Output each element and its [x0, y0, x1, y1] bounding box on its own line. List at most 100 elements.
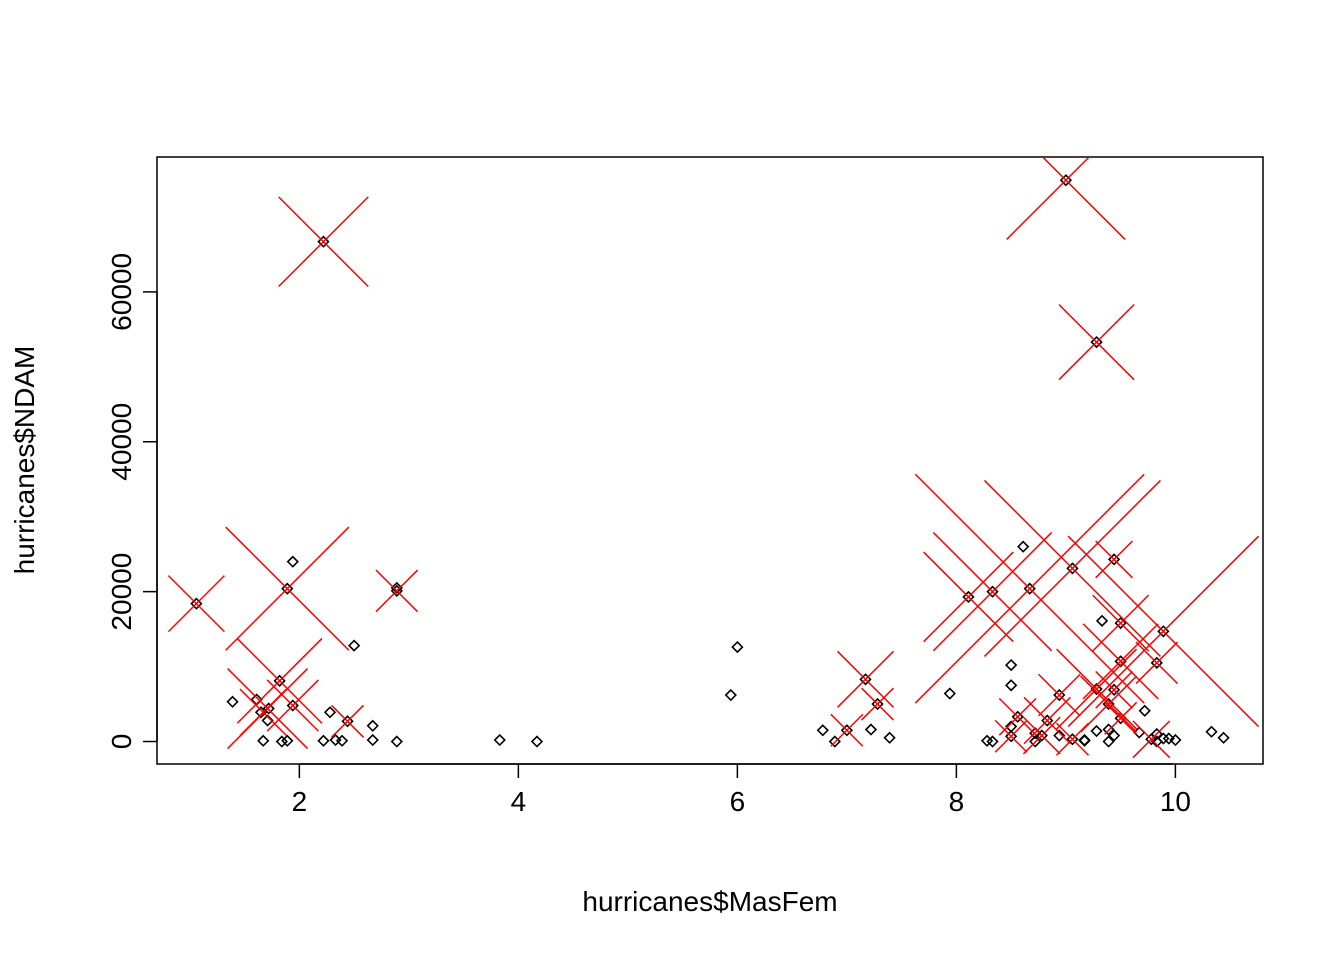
data-point — [366, 719, 379, 732]
y-tick-label: 60000 — [106, 253, 137, 331]
data-point — [530, 735, 544, 748]
cross-stroke — [983, 479, 1161, 657]
data-point — [390, 584, 403, 598]
cross-stroke — [836, 650, 895, 708]
cross-stroke — [1022, 716, 1061, 755]
data-point — [341, 715, 354, 728]
cross-point — [1023, 696, 1072, 745]
data-point — [859, 673, 872, 686]
data-point — [1217, 731, 1230, 744]
data-point — [335, 734, 349, 747]
cross-stroke — [375, 569, 419, 613]
cross-stroke — [994, 719, 1028, 753]
x-tick-label: 8 — [949, 786, 965, 817]
cross-stroke — [1080, 675, 1138, 733]
data-point — [275, 735, 288, 748]
cross-stroke — [1037, 673, 1081, 717]
cross-stroke — [278, 196, 369, 288]
cross-stroke — [266, 679, 319, 732]
cross-stroke — [998, 697, 1037, 736]
data-point — [864, 723, 878, 736]
data-point — [281, 734, 294, 747]
data-point — [816, 724, 829, 737]
data-point — [323, 706, 337, 719]
cross-stroke — [167, 575, 225, 633]
cross-point — [1135, 641, 1179, 685]
cross-point — [266, 679, 319, 732]
cross-point — [1055, 722, 1089, 756]
data-point — [724, 688, 737, 702]
cross-stroke — [236, 637, 323, 724]
cross-point — [1080, 675, 1138, 733]
data-point — [1035, 729, 1048, 742]
y-axis: 0 20000 40000 60000 — [106, 253, 158, 749]
data-point — [1053, 688, 1066, 702]
data-point — [390, 581, 403, 595]
cross-markers — [167, 157, 1260, 759]
data-point — [883, 731, 896, 744]
data-point — [962, 590, 975, 604]
data-point — [1102, 735, 1115, 748]
data-point — [226, 695, 239, 708]
data-point — [1005, 658, 1018, 672]
cross-stroke — [1058, 303, 1135, 381]
data-point — [190, 597, 203, 610]
cross-point — [861, 687, 895, 721]
cross-point — [1006, 157, 1126, 240]
cross-stroke — [923, 551, 1014, 643]
data-point — [493, 733, 506, 747]
cross-stroke — [1082, 623, 1159, 700]
x-axis: 2 4 6 8 10 — [292, 763, 1191, 817]
data-point — [1090, 682, 1103, 696]
cross-point — [239, 688, 287, 737]
cross-stroke — [239, 688, 287, 737]
data-point — [1011, 710, 1024, 723]
cross-point — [983, 479, 1161, 657]
cross-point — [1095, 540, 1134, 579]
data-point — [317, 734, 330, 747]
cross-point — [994, 719, 1028, 753]
cross-point — [923, 551, 1014, 643]
data-point — [390, 735, 403, 748]
data-point — [1169, 733, 1182, 747]
cross-point — [830, 713, 864, 747]
cross-point — [1022, 716, 1061, 755]
data-point — [286, 699, 299, 712]
data-point — [1078, 734, 1091, 747]
data-point — [366, 733, 379, 747]
data-point — [1023, 582, 1036, 595]
data-point — [943, 687, 956, 700]
data-point — [1114, 616, 1127, 630]
cross-point — [1082, 623, 1159, 700]
y-tick-label: 40000 — [106, 403, 137, 481]
cross-point — [1058, 303, 1135, 381]
data-point — [1029, 735, 1042, 748]
data-point — [731, 640, 744, 654]
cross-point — [1132, 720, 1171, 759]
data-point — [273, 674, 286, 687]
cross-stroke — [1023, 696, 1072, 745]
cross-stroke — [861, 687, 895, 721]
x-tick-label: 4 — [511, 786, 527, 817]
x-tick-label: 6 — [730, 786, 746, 817]
data-point — [1138, 704, 1151, 717]
cross-stroke — [1132, 720, 1171, 759]
cross-stroke — [1095, 540, 1134, 579]
data-point — [1066, 733, 1079, 746]
cross-point — [1067, 535, 1260, 728]
cross-stroke — [830, 713, 864, 747]
data-point — [1150, 727, 1163, 741]
cross-stroke — [1055, 722, 1089, 756]
data-point — [1107, 729, 1121, 742]
data-point — [1066, 562, 1079, 575]
data-point — [1095, 614, 1109, 627]
cross-point — [236, 637, 323, 724]
data-point — [1114, 655, 1127, 668]
cross-stroke — [1056, 648, 1138, 730]
cross-stroke — [914, 473, 1145, 704]
cross-point — [167, 575, 225, 633]
data-point — [1041, 714, 1054, 727]
data-point — [1157, 625, 1170, 638]
data-point — [871, 697, 884, 711]
cross-point — [1095, 670, 1134, 709]
